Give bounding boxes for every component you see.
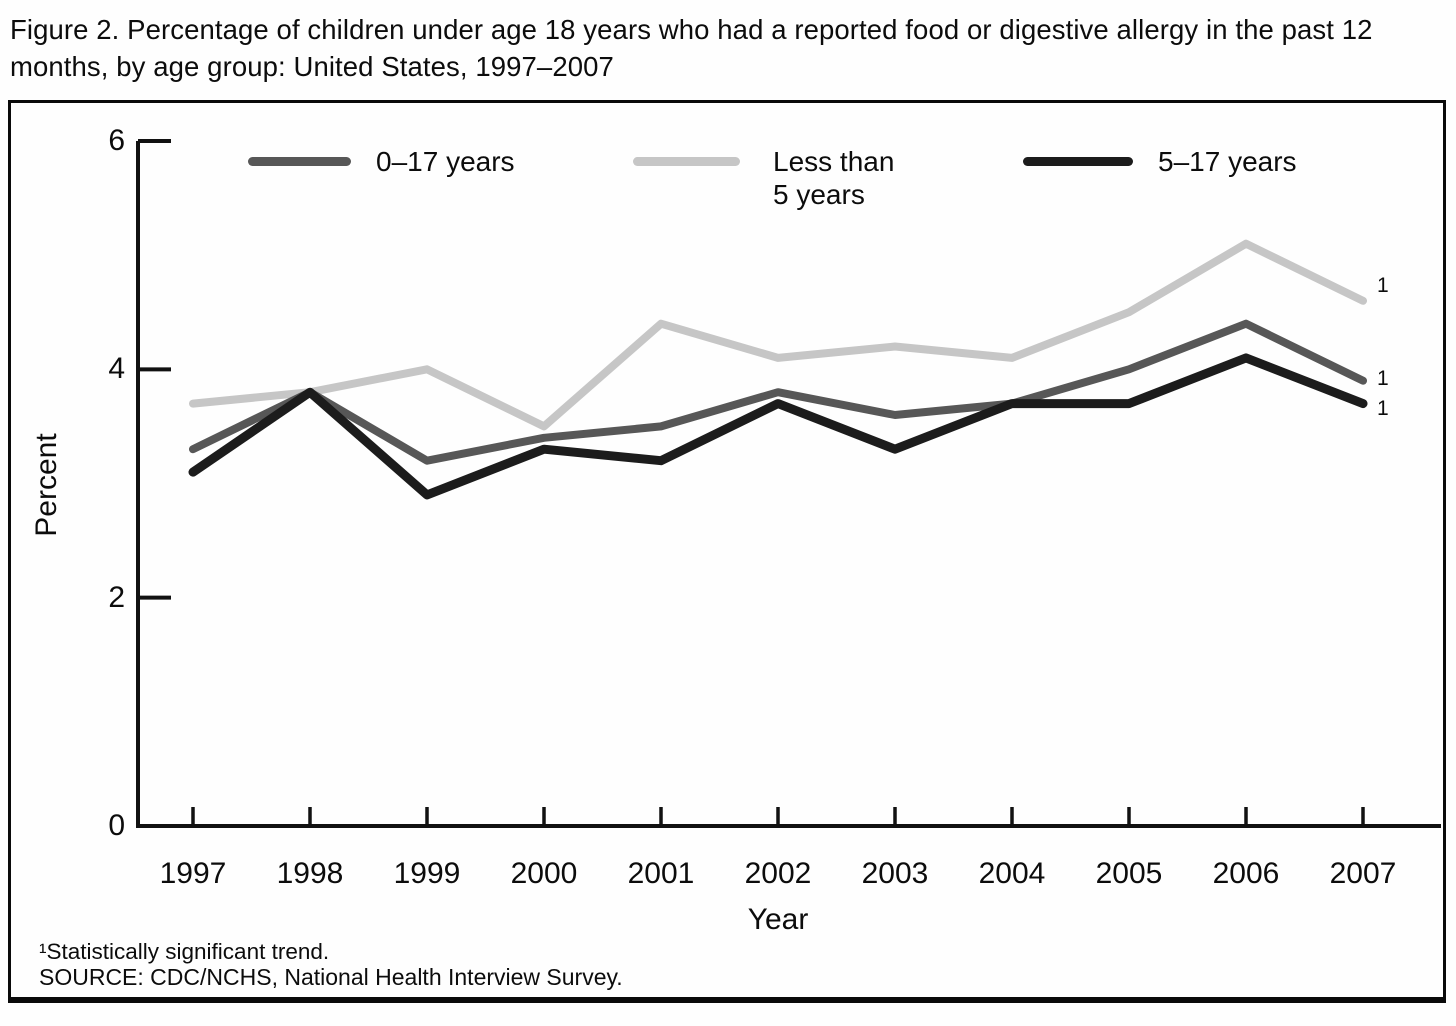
- x-tick-label-2006: 2006: [1212, 857, 1280, 890]
- x-tick-label-2007: 2007: [1329, 857, 1397, 890]
- sig-marker-series-0: 1: [1377, 366, 1389, 390]
- y-tick-label-2: 2: [108, 580, 125, 614]
- x-tick-label-1997: 1997: [159, 857, 227, 890]
- y-axis-title: Percent: [30, 433, 63, 537]
- x-axis-title: Year: [747, 903, 809, 936]
- chart-frame: 0–17 years Less than 5 years 5–17 years 6 4…: [8, 100, 1446, 1003]
- footnote-source: SOURCE: CDC/NCHS, National Health Interv…: [39, 964, 623, 990]
- legend-swatch-2: [1023, 157, 1133, 166]
- x-tick-label-2004: 2004: [978, 857, 1046, 890]
- sig-marker-series-1: 1: [1377, 273, 1389, 297]
- y-tick-label-6: 6: [108, 123, 125, 157]
- x-tick-label-1999: 1999: [393, 857, 461, 890]
- legend-label-1: Less than 5 years: [773, 146, 895, 210]
- series-line-0: [189, 319, 1367, 465]
- line-chart: [136, 138, 1441, 828]
- series-line-2: [188, 353, 1368, 500]
- series-line-1: [189, 239, 1367, 431]
- legend-swatch-0: [248, 157, 351, 166]
- figure-title: Figure 2. Percentage of children under a…: [10, 14, 1373, 82]
- x-tick-label-2002: 2002: [744, 857, 812, 890]
- x-tick-label-2001: 2001: [627, 857, 695, 890]
- x-tick-label-2000: 2000: [510, 857, 578, 890]
- y-tick-label-4: 4: [108, 352, 125, 386]
- y-tick-label-0: 0: [108, 809, 125, 842]
- x-tick-label-1998: 1998: [276, 857, 344, 890]
- x-tick-label-2005: 2005: [1095, 857, 1163, 890]
- legend-label-2: 5–17 years: [1158, 146, 1297, 177]
- legend-label-0: 0–17 years: [376, 146, 515, 177]
- sig-marker-series-2: 1: [1377, 396, 1389, 420]
- legend-swatch-1: [633, 157, 740, 166]
- footnote-significance: ¹Statistically significant trend.: [39, 939, 330, 964]
- x-tick-label-2003: 2003: [861, 857, 929, 890]
